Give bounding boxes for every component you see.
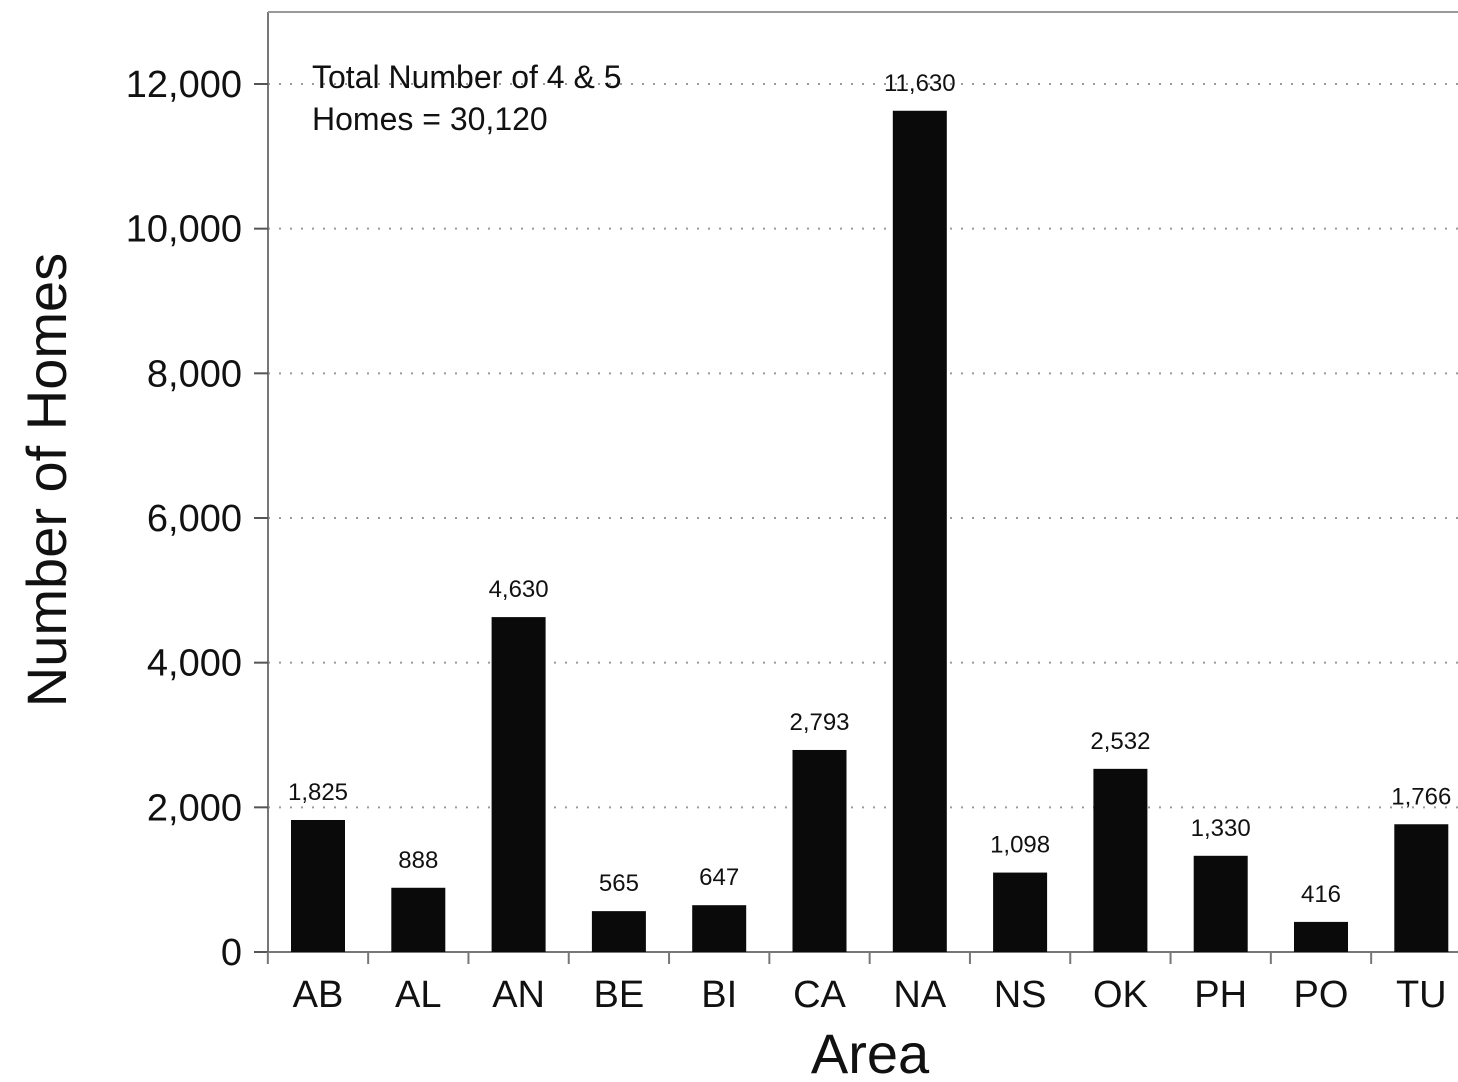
bar-po <box>1294 921 1348 952</box>
y-axis-title: Number of Homes <box>15 253 78 707</box>
x-tick-label-ok: OK <box>1093 974 1148 1016</box>
data-label-ns: 1,098 <box>990 832 1050 859</box>
gridlines <box>268 83 1458 809</box>
x-tick-label-tu: TU <box>1396 974 1447 1016</box>
data-label-na: 11,630 <box>884 70 956 97</box>
x-tick-label-ca: CA <box>793 974 846 1016</box>
x-tick-label-bi: BI <box>701 974 737 1016</box>
bar-ok <box>1093 768 1148 952</box>
x-tick-label-al: AL <box>395 974 441 1016</box>
x-tick-label-be: BE <box>594 974 645 1016</box>
plot-frame <box>267 11 1458 953</box>
x-tick-label-na: NA <box>893 974 946 1016</box>
bar-na <box>892 110 947 953</box>
x-axis-title: Area <box>811 1022 930 1082</box>
total-annotation-line-2: Homes = 30,120 <box>312 101 548 137</box>
data-label-bi: 647 <box>699 864 739 891</box>
x-axis-ticks: AB AL AN BE BI CA NA NS OK PH PO TU <box>266 952 1447 1016</box>
y-tick-label: 8,000 <box>147 353 242 395</box>
y-tick-label: 2,000 <box>147 787 242 829</box>
y-tick-label: 6,000 <box>147 498 242 540</box>
bar-al <box>391 887 446 952</box>
y-tick-label: 0 <box>221 932 242 974</box>
bar-tu <box>1394 824 1449 952</box>
data-label-tu: 1,766 <box>1391 783 1451 810</box>
bar-ca <box>792 749 847 952</box>
y-tick-label: 10,000 <box>126 209 242 251</box>
bar-ph <box>1193 855 1248 952</box>
data-label-po: 416 <box>1301 881 1341 908</box>
bar-an <box>491 617 546 952</box>
bar-ns <box>993 872 1048 952</box>
data-label-ab: 1,825 <box>288 779 348 806</box>
data-labels: 1,825 888 4,630 565 647 2,793 11,630 1,098 2,532… <box>288 70 1451 908</box>
y-tick-label: 12,000 <box>126 64 242 106</box>
data-label-al: 888 <box>398 847 438 874</box>
y-axis-ticks: 0 2,000 4,000 6,000 8,000 10,000 12,000 <box>126 64 268 974</box>
bar-bi <box>692 905 747 952</box>
x-tick-label-ab: AB <box>293 974 344 1016</box>
data-label-be: 565 <box>599 870 639 897</box>
data-label-ca: 2,793 <box>789 709 849 736</box>
bars <box>291 110 1449 953</box>
bar-be <box>591 911 646 952</box>
total-annotation-line-1: Total Number of 4 & 5 <box>312 59 621 95</box>
data-label-ok: 2,532 <box>1090 728 1150 755</box>
x-tick-label-an: AN <box>492 974 545 1016</box>
x-tick-label-po: PO <box>1294 974 1349 1016</box>
data-label-an: 4,630 <box>489 576 549 603</box>
y-tick-label: 4,000 <box>147 643 242 685</box>
bar-ab <box>291 819 345 952</box>
data-label-ph: 1,330 <box>1191 815 1251 842</box>
x-tick-label-ns: NS <box>994 974 1047 1016</box>
x-tick-label-ph: PH <box>1194 974 1247 1016</box>
